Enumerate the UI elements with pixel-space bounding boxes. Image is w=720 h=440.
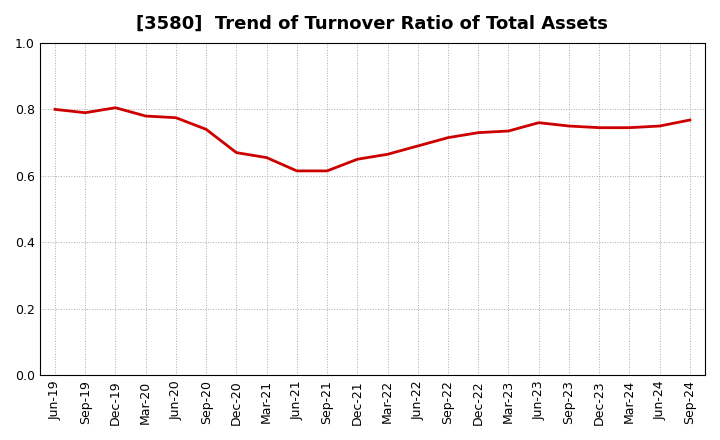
Title: [3580]  Trend of Turnover Ratio of Total Assets: [3580] Trend of Turnover Ratio of Total …	[137, 15, 608, 33]
